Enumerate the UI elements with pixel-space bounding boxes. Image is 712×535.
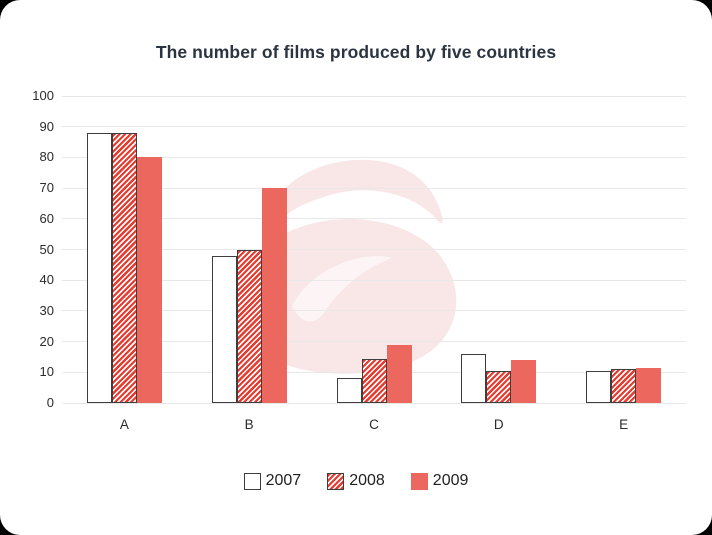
legend: 2007 2008 2009 bbox=[0, 472, 712, 490]
y-tick-label-20: 20 bbox=[39, 333, 54, 349]
gridline-80 bbox=[62, 156, 686, 158]
x-tick-label-B: B bbox=[244, 417, 254, 432]
bar-D-2007 bbox=[461, 353, 487, 403]
gridline-100 bbox=[62, 95, 686, 97]
y-tick-label-50: 50 bbox=[39, 241, 54, 257]
bar-B-2008 bbox=[236, 249, 262, 403]
legend-swatch-2007 bbox=[243, 472, 261, 490]
bar-A-2008 bbox=[111, 132, 137, 403]
legend-label: 2008 bbox=[349, 472, 385, 489]
y-tick-label-0: 0 bbox=[46, 395, 54, 410]
bar-E-2009 bbox=[636, 367, 662, 403]
legend-label: 2009 bbox=[432, 472, 469, 489]
gridline-70 bbox=[62, 187, 686, 189]
watermark-body bbox=[263, 219, 457, 374]
legend-item-2008: 2008 bbox=[327, 472, 385, 490]
gridline-0 bbox=[62, 402, 686, 404]
legend-item-2007: 2007 bbox=[243, 472, 302, 490]
legend-item-2009: 2009 bbox=[410, 472, 469, 490]
y-tick-label-30: 30 bbox=[39, 302, 54, 318]
y-tick-label-60: 60 bbox=[39, 210, 54, 226]
bar-A-2007 bbox=[86, 132, 112, 403]
gridline-60 bbox=[62, 218, 686, 220]
bar-D-2009 bbox=[511, 360, 537, 403]
x-tick-label-E: E bbox=[619, 417, 629, 432]
bar-D-2008 bbox=[486, 370, 512, 403]
bar-E-2008 bbox=[611, 369, 637, 403]
chart-title: The number of films produced by five cou… bbox=[155, 42, 557, 62]
bar-B-2009 bbox=[261, 188, 287, 403]
gridline-40 bbox=[62, 279, 686, 281]
bar-C-2007 bbox=[336, 378, 362, 403]
x-tick-label-D: D bbox=[493, 417, 504, 432]
watermark-logo bbox=[262, 159, 457, 374]
bar-C-2008 bbox=[361, 358, 387, 403]
plot-area bbox=[62, 95, 686, 404]
x-tick-label-C: C bbox=[369, 417, 379, 432]
y-tick-label-100: 100 bbox=[32, 88, 54, 103]
legend-label: 2007 bbox=[265, 472, 302, 489]
gridline-50 bbox=[62, 249, 686, 250]
bar-A-2009 bbox=[136, 157, 162, 403]
gridline-30 bbox=[62, 310, 686, 312]
legend-swatch-2009 bbox=[410, 472, 428, 490]
bar-C-2009 bbox=[386, 344, 412, 403]
y-tick-label-70: 70 bbox=[39, 180, 54, 196]
gridline-20 bbox=[62, 341, 686, 343]
bar-E-2007 bbox=[586, 370, 612, 403]
y-tick-label-10: 10 bbox=[39, 364, 54, 380]
legend-swatch-2008 bbox=[327, 472, 345, 490]
y-tick-label-40: 40 bbox=[39, 272, 54, 288]
x-tick-label-A: A bbox=[119, 417, 129, 432]
watermark-leaf bbox=[292, 256, 392, 322]
y-tick-label-90: 90 bbox=[39, 118, 54, 134]
y-tick-label-80: 80 bbox=[39, 149, 54, 165]
bar-B-2007 bbox=[211, 255, 237, 403]
watermark-top-swoosh bbox=[262, 159, 443, 238]
gridline-90 bbox=[62, 126, 686, 128]
